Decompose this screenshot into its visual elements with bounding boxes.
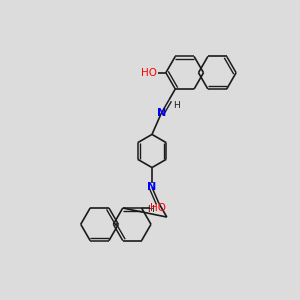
Text: N: N (147, 182, 157, 192)
Text: N: N (157, 108, 166, 118)
Text: HO: HO (151, 203, 166, 213)
Text: H: H (173, 101, 180, 110)
Text: H: H (147, 205, 154, 214)
Text: HO: HO (141, 68, 157, 78)
